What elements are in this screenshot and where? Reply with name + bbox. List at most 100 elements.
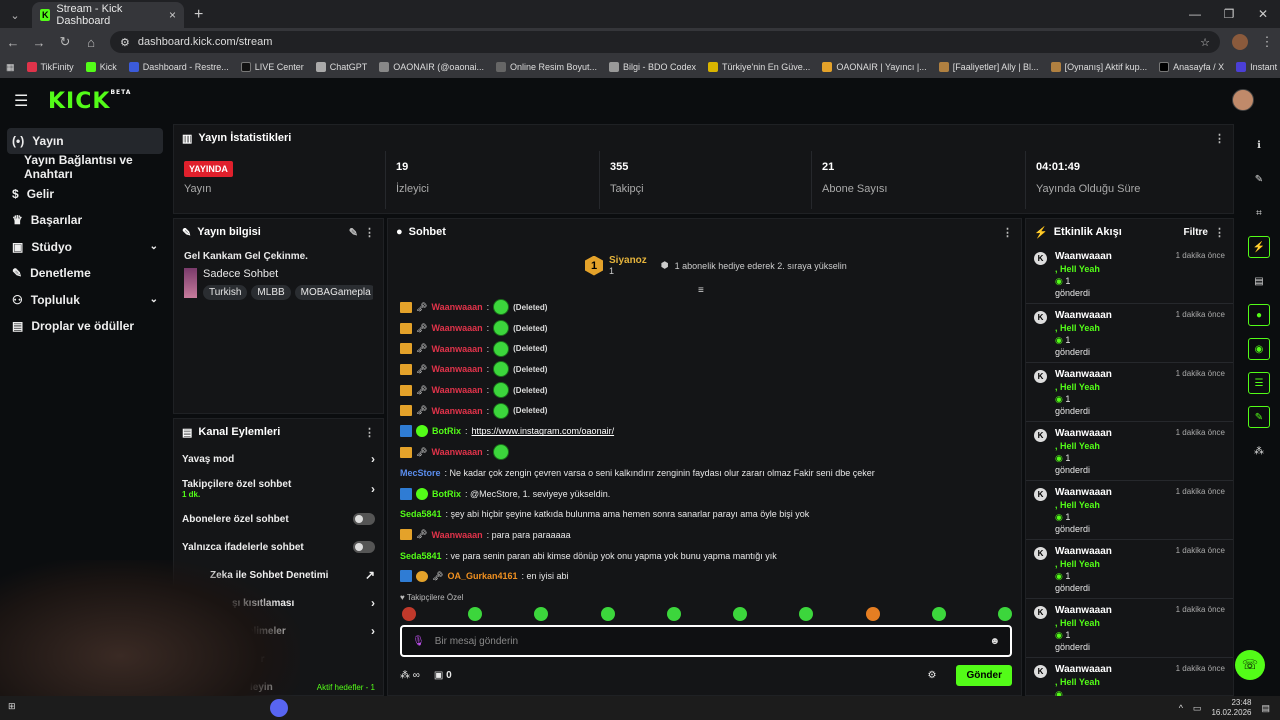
chat-username[interactable]: Waanwaaan (431, 447, 483, 458)
bookmark-item[interactable]: [Faaliyetler] Ally | Bl... (938, 62, 1039, 72)
bookmark-item[interactable]: Dashboard - Restre... (128, 62, 229, 72)
banned-words-action[interactable]: ş kelimeler › (234, 624, 375, 638)
emote-icon[interactable] (468, 607, 483, 621)
user-avatar[interactable] (1232, 89, 1254, 111)
microphone-icon[interactable]: 🎙 (412, 635, 425, 647)
chevron-up-icon[interactable]: ^ (1178, 703, 1183, 713)
pen-icon[interactable]: ✎ (1254, 173, 1264, 185)
clock[interactable]: 23:48 16.02.2026 (1211, 698, 1252, 717)
wrench-icon[interactable]: ✎ (1248, 406, 1270, 428)
sidebar-item-studio[interactable]: ▣ Stüdyo ⌄ (12, 239, 158, 254)
bookmark-item[interactable]: Kick (85, 62, 117, 72)
bookmark-item[interactable]: Bilgi - BDO Codex (609, 62, 696, 72)
emote-icon[interactable] (799, 607, 814, 621)
profile-avatar[interactable] (1232, 34, 1248, 50)
other-action[interactable]: endir (240, 653, 265, 665)
bookmark-item[interactable]: Online Resim Boyut... (495, 62, 597, 72)
new-tab-button[interactable]: + (194, 6, 204, 23)
bookmark-item[interactable]: Anasayfa / X (1159, 62, 1224, 72)
bookmark-item[interactable]: OAONAIR | Yayıncı |... (822, 62, 927, 72)
ai-moderation-action[interactable]: Zeka ile Sohbet Denetimi ↗ (210, 568, 375, 582)
sidebar-item-revenue[interactable]: $ Gelir (12, 186, 55, 201)
more-options-icon[interactable]: ⋮ (364, 426, 375, 439)
filter-button[interactable]: Filtre (1183, 226, 1208, 238)
followers-only-action[interactable]: Takipçilere özel sohbet 1 dk. › (182, 479, 375, 499)
slow-mode-action[interactable]: Yavaş mod › (182, 452, 375, 466)
capture-icon[interactable]: ⌗ (1256, 207, 1262, 219)
emoji-picker-icon[interactable]: ☻ (989, 635, 1000, 647)
event-user[interactable]: Waanwaaan (1055, 310, 1112, 321)
reload-icon[interactable]: ↻ (59, 34, 71, 49)
bookmark-item[interactable]: Instant Background... (1236, 62, 1280, 72)
store-icon[interactable]: ▣ 0 (433, 669, 452, 681)
chat-username[interactable]: Waanwaaan (431, 529, 483, 540)
back-icon[interactable]: ← (6, 34, 20, 50)
subs-only-action[interactable]: Abonelere özel sohbet (174, 505, 383, 533)
document-icon[interactable]: ▤ (1254, 275, 1264, 287)
sidebar-item-moderation[interactable]: ✎ Denetleme (12, 266, 91, 281)
points-icon[interactable]: ⁂ ∞ (400, 669, 420, 681)
emote-icon[interactable] (997, 607, 1012, 621)
windows-start-icon[interactable]: ⊞ (8, 701, 16, 711)
chat-username[interactable]: Waanwaaan (431, 343, 483, 354)
chat-username[interactable]: BotRix (432, 488, 461, 499)
sidebar-item-community[interactable]: ⚇ Topluluk ⌄ (12, 292, 158, 307)
site-info-icon[interactable]: ⚙ (120, 36, 130, 49)
chat-username[interactable]: Waanwaaan (431, 405, 483, 416)
network-icon[interactable]: ▭ (1192, 702, 1202, 713)
bookmark-item[interactable]: LIVE Center (240, 62, 304, 72)
notification-icon[interactable]: ▤ (1261, 702, 1270, 713)
sidebar-item-stream[interactable]: (•) Yayın (7, 128, 163, 154)
broadcast-icon[interactable]: ◉ (1248, 338, 1270, 360)
more-options-icon[interactable]: ⋮ (1214, 226, 1225, 239)
chat-username[interactable]: MecStore (400, 467, 441, 478)
edit-icon[interactable]: ✎ (348, 226, 358, 239)
tab-search-icon[interactable]: ⌄ (10, 9, 20, 22)
event-user[interactable]: Waanwaaan (1055, 251, 1112, 262)
emote-icon[interactable] (931, 607, 946, 621)
minimize-icon[interactable]: — (1189, 7, 1201, 21)
bookmark-star-icon[interactable]: ☆ (1200, 36, 1210, 49)
browser-menu-icon[interactable]: ⋮ (1260, 34, 1274, 49)
pinned-gift-leaderboard[interactable]: 1 Siyanoz 1 ⬢ 1 abonelik hediye ederek 2… (585, 255, 847, 276)
chat-username[interactable]: BotRix (432, 426, 461, 437)
chat-username[interactable]: Waanwaaan (431, 302, 483, 313)
chat-message-input[interactable]: 🎙 Bir mesaj gönderin ☻ (400, 625, 1012, 657)
forward-icon[interactable]: → (32, 34, 46, 50)
emotes-only-toggle[interactable] (353, 541, 375, 553)
apps-icon[interactable]: ▦ (6, 61, 15, 72)
emote-icon[interactable] (733, 607, 748, 621)
more-options-icon[interactable]: ⋮ (1002, 226, 1013, 239)
emote-icon[interactable] (600, 607, 615, 621)
more-options-icon[interactable]: ⋮ (1214, 132, 1225, 145)
emote-icon[interactable] (402, 607, 416, 621)
send-button[interactable]: Gönder (956, 664, 1012, 686)
more-options-icon[interactable]: ⋮ (364, 226, 375, 239)
chat-username[interactable]: Seda5841 (400, 550, 442, 561)
event-user[interactable]: Waanwaaan (1055, 428, 1112, 439)
kick-logo[interactable]: KICKBETA (48, 88, 132, 114)
sidebar-item-drops[interactable]: ▤ Droplar ve ödüller (12, 319, 135, 334)
restriction-action[interactable]: şı kısıtlaması › (232, 596, 375, 610)
bookmark-item[interactable]: [Oynanış] Aktif kup... (1050, 62, 1147, 72)
event-user[interactable]: Waanwaaan (1055, 664, 1112, 675)
bookmark-item[interactable]: Türkiye'nin En Güve... (708, 62, 810, 72)
collapse-icon[interactable]: ≡ (698, 285, 704, 296)
emote-icon[interactable] (534, 607, 549, 621)
bookmark-item[interactable]: OAONAIR (@oaonai... (379, 62, 484, 72)
chat-username[interactable]: Waanwaaan (431, 323, 483, 334)
chat-username[interactable]: OA_Gurkan4161 (447, 571, 518, 582)
bookmark-item[interactable]: TikFinity (26, 62, 74, 72)
maximize-icon[interactable]: ❐ (1223, 7, 1235, 21)
stack-icon[interactable]: ☰ (1248, 372, 1270, 394)
chat-username[interactable]: Waanwaaan (431, 385, 483, 396)
emote-icon[interactable] (666, 607, 681, 621)
browser-tab[interactable]: K Stream - Kick Dashboard × (32, 2, 184, 28)
community-icon[interactable]: ⁂ (1254, 445, 1264, 457)
event-user[interactable]: Waanwaaan (1055, 487, 1112, 498)
close-window-icon[interactable]: ✕ (1257, 7, 1269, 21)
discord-taskbar-icon[interactable] (270, 699, 288, 717)
sidebar-item-achievements[interactable]: ♛ Başarılar (12, 213, 83, 228)
lightning-icon[interactable]: ⚡ (1248, 236, 1270, 258)
hamburger-menu-icon[interactable]: ☰ (14, 93, 29, 110)
